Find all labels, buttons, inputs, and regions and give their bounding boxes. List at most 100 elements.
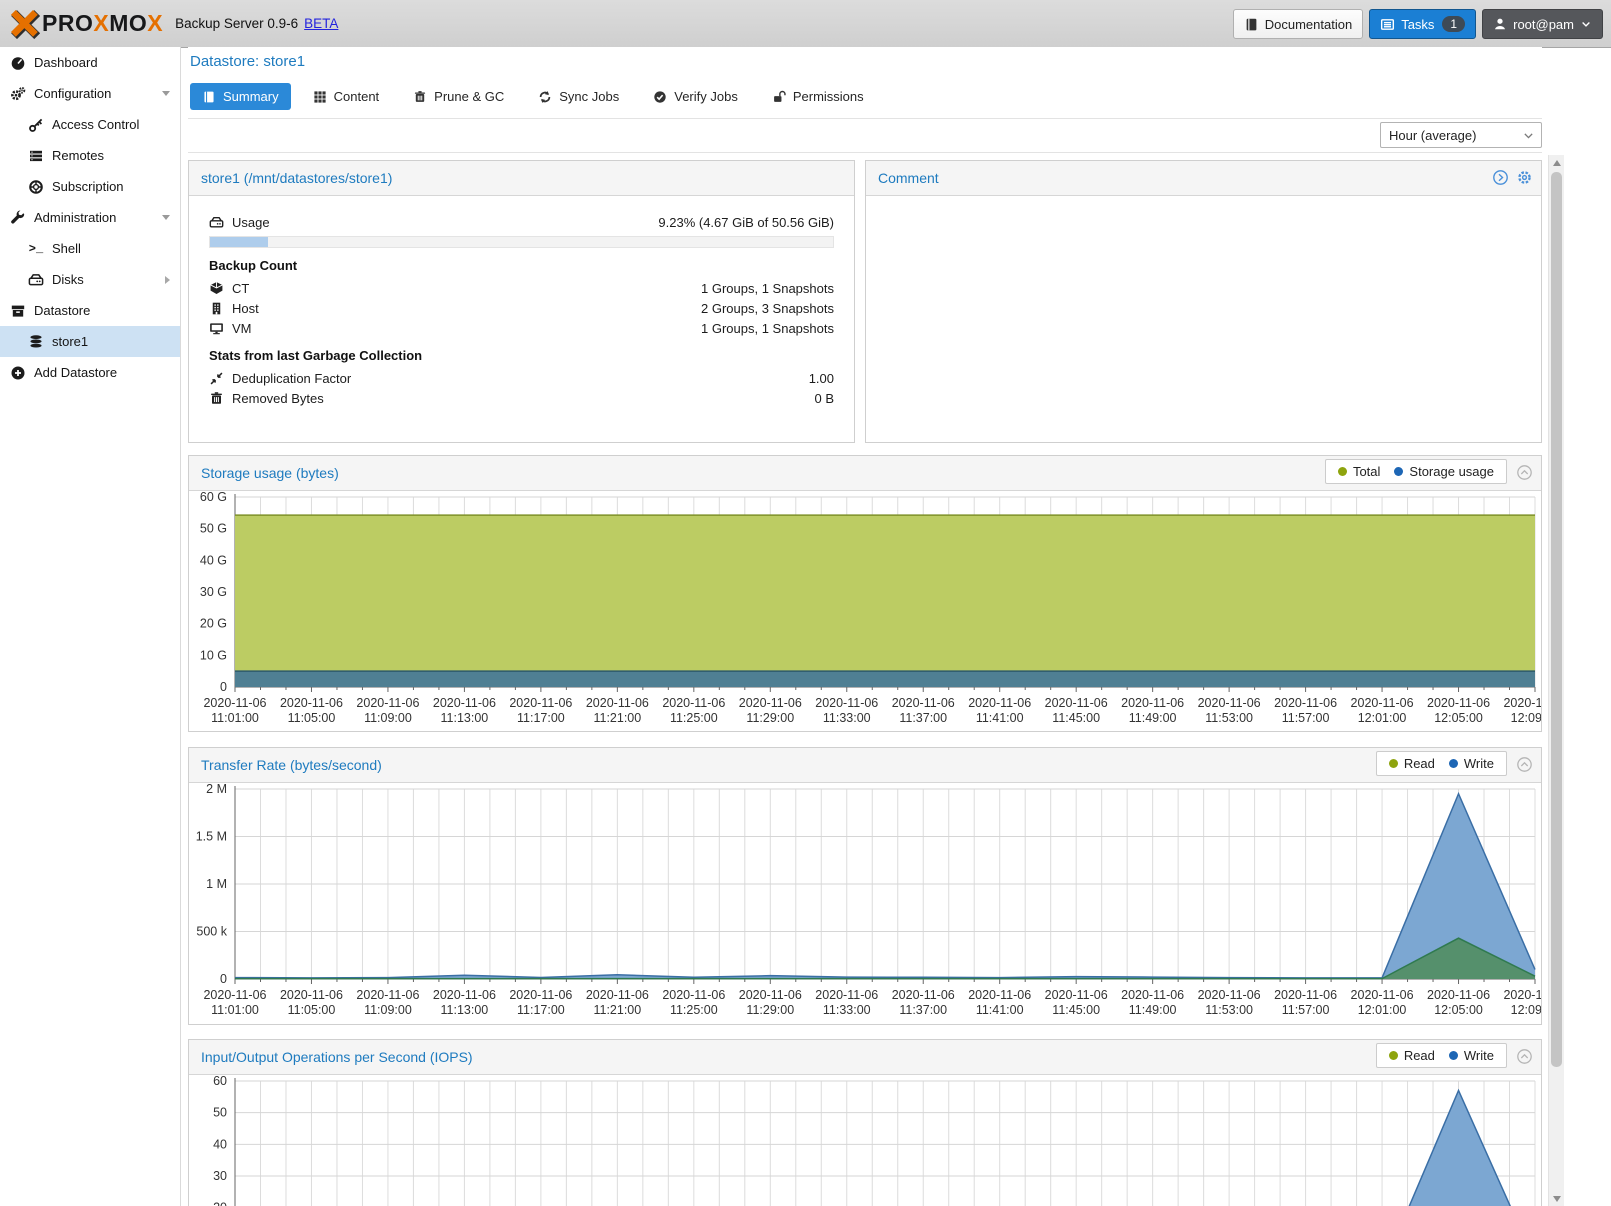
svg-text:2 M: 2 M <box>206 783 227 796</box>
backup-count-row-vm: VM 1 Groups, 1 Snapshots <box>209 319 834 338</box>
gear-icon[interactable] <box>1516 169 1533 186</box>
chart-title: Input/Output Operations per Second (IOPS… <box>201 1049 473 1065</box>
desktop-icon <box>210 323 223 335</box>
collapse-icon[interactable] <box>1516 756 1533 773</box>
gc-row-dedup: Deduplication Factor 1.00 <box>209 369 834 388</box>
usage-progress-fill <box>210 237 268 247</box>
sidebar-item-disks[interactable]: Disks <box>0 264 180 295</box>
svg-text:10 G: 10 G <box>200 648 227 662</box>
legend-item-write[interactable]: Write <box>1448 1048 1494 1063</box>
comment-body[interactable] <box>866 196 1541 444</box>
collapse-icon[interactable] <box>1516 464 1533 481</box>
sidebar-item-remotes[interactable]: Remotes <box>0 140 180 171</box>
tab-sync-jobs[interactable]: Sync Jobs <box>526 83 631 110</box>
expand-circle-icon[interactable] <box>1492 169 1509 186</box>
iops-panel: Input/Output Operations per Second (IOPS… <box>188 1039 1542 1206</box>
sidebar-item-configuration[interactable]: Configuration <box>0 78 180 109</box>
sidebar-item-dashboard[interactable]: Dashboard <box>0 47 180 78</box>
beta-link[interactable]: BETA <box>304 16 339 31</box>
arrow-down-icon <box>1552 1195 1561 1202</box>
storage-usage-panel: Storage usage (bytes) Total Storage usag… <box>188 455 1542 732</box>
sidebar-item-shell[interactable]: >_ Shell <box>28 241 81 256</box>
expand-arrow-icon[interactable] <box>165 275 170 284</box>
sidebar: Dashboard Configuration Access Control R… <box>0 47 181 1206</box>
compress-icon <box>210 372 223 385</box>
arrow-up-icon <box>1552 159 1561 166</box>
chart-legend: Total Storage usage <box>1324 459 1507 484</box>
svg-text:60: 60 <box>213 1075 227 1088</box>
legend-item-read[interactable]: Read <box>1388 1048 1435 1063</box>
collapse-arrow-icon[interactable] <box>162 215 170 220</box>
wrench-icon <box>11 210 25 224</box>
legend-item-storage-usage[interactable]: Storage usage <box>1394 464 1494 479</box>
legend-item-read[interactable]: Read <box>1388 756 1435 771</box>
iops-chart: 01020304050602020-11-0611:01:002020-11-0… <box>213 1075 1536 1206</box>
legend-dot <box>1337 467 1347 476</box>
sidebar-item-store1[interactable]: store1 <box>0 326 180 357</box>
svg-text:1.5 M: 1.5 M <box>196 830 227 844</box>
usage-row: Usage 9.23% (4.67 GiB of 50.56 GiB) <box>209 211 834 233</box>
timeframe-select[interactable]: Hour (average) <box>1380 122 1542 148</box>
scrollbar-thumb[interactable] <box>1551 172 1562 1067</box>
collapse-icon[interactable] <box>1516 1048 1533 1065</box>
user-menu-button[interactable]: root@pam <box>1482 9 1603 39</box>
plus-circle-icon <box>11 366 25 379</box>
sidebar-item-subscription[interactable]: Subscription <box>0 171 180 202</box>
svg-text:0: 0 <box>220 972 227 986</box>
grid-icon <box>314 90 326 103</box>
hdd-icon <box>209 216 224 228</box>
tabbar: Summary Content Prune & GC Sync Jobs Ver… <box>190 83 876 110</box>
vertical-scrollbar[interactable] <box>1548 155 1564 1206</box>
legend-dot <box>1388 759 1398 768</box>
trash-icon <box>211 392 222 404</box>
chart-legend: Read Write <box>1375 1043 1507 1068</box>
svg-text:40: 40 <box>213 1137 227 1151</box>
cube-icon <box>210 282 223 294</box>
legend-item-write[interactable]: Write <box>1448 756 1494 771</box>
tab-permissions[interactable]: Permissions <box>760 83 876 110</box>
tab-content[interactable]: Content <box>301 83 392 110</box>
tasks-badge: 1 <box>1442 16 1466 32</box>
database-icon <box>30 334 42 347</box>
scroll-up-button[interactable] <box>1549 155 1564 170</box>
sidebar-item-datastore[interactable]: Datastore <box>0 295 180 326</box>
tab-verify-jobs[interactable]: Verify Jobs <box>641 83 750 110</box>
product-version: Backup Server 0.9-6 <box>175 16 299 31</box>
tab-summary[interactable]: Summary <box>190 83 291 110</box>
sidebar-item-access-control[interactable]: Access Control <box>0 109 180 140</box>
comment-panel: Comment <box>865 160 1542 443</box>
legend-dot <box>1448 759 1458 768</box>
chart-title: Storage usage (bytes) <box>201 465 339 481</box>
sidebar-item-administration[interactable]: Administration <box>0 202 180 233</box>
collapse-arrow-icon[interactable] <box>162 91 170 96</box>
proxmox-x-icon <box>10 9 40 39</box>
task-list-icon <box>1381 18 1395 30</box>
svg-text:40 G: 40 G <box>200 553 227 567</box>
svg-text:20 G: 20 G <box>200 617 227 631</box>
svg-text:500 k: 500 k <box>196 925 227 939</box>
tab-prune-gc[interactable]: Prune & GC <box>401 83 516 110</box>
svg-text:50 G: 50 G <box>200 522 227 536</box>
documentation-button[interactable]: Documentation <box>1232 9 1364 39</box>
sidebar-item-add-datastore[interactable]: Add Datastore <box>0 357 180 388</box>
chevron-down-icon <box>1524 132 1533 138</box>
legend-item-total[interactable]: Total <box>1337 464 1380 479</box>
legend-dot <box>1388 1051 1398 1060</box>
scroll-down-button[interactable] <box>1549 1191 1564 1206</box>
tasks-button[interactable]: Tasks 1 <box>1369 9 1477 39</box>
terminal-icon: >_ <box>28 241 44 256</box>
